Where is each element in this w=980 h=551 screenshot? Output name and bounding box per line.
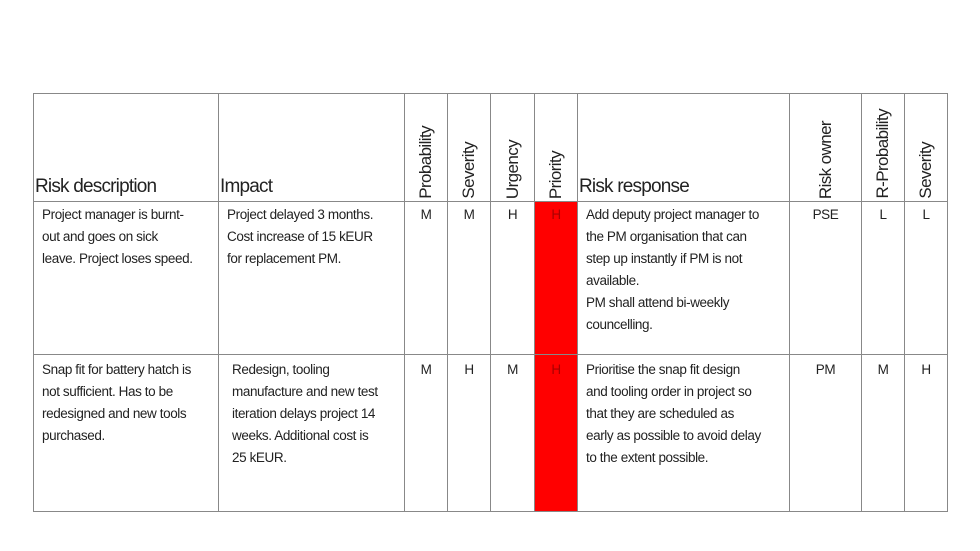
cell-text: Add deputy project manager to the PM org… (586, 207, 760, 332)
table-row: Project manager is burnt- out and goes o… (33, 201, 948, 355)
header-impact: Impact (218, 93, 405, 202)
cell-text: H (464, 362, 474, 377)
cell-r-probability: L (861, 201, 905, 355)
header-probability: Probability (404, 93, 448, 202)
header-r-severity: Severity (904, 93, 948, 202)
cell-response: Prioritise the snap fit design and tooli… (577, 354, 790, 512)
header-label: Impact (220, 176, 273, 197)
cell-probability: M (404, 354, 448, 512)
cell-text: Project manager is burnt- out and goes o… (42, 207, 193, 266)
cell-r-probability: M (861, 354, 905, 512)
cell-text: M (420, 207, 432, 222)
cell-owner: PM (789, 354, 862, 512)
cell-impact: Redesign, tooling manufacture and new te… (218, 354, 405, 512)
cell-urgency: H (490, 201, 535, 355)
cell-text: H (921, 362, 931, 377)
header-label: Priority (546, 150, 565, 199)
cell-priority: H (534, 201, 578, 355)
header-label: R-Probability (873, 109, 892, 199)
cell-response: Add deputy project manager to the PM org… (577, 201, 790, 355)
cell-text: L (922, 207, 930, 222)
header-label: Risk description (35, 176, 157, 197)
cell-text: H (551, 207, 561, 222)
cell-text: M (507, 362, 518, 377)
cell-text: PSE (812, 207, 839, 222)
cell-text: L (879, 207, 887, 222)
header-row: Risk description Impact Probability Seve… (33, 93, 948, 202)
cell-text: Snap fit for battery hatch is not suffic… (42, 362, 191, 443)
header-risk-response: Risk response (577, 93, 790, 202)
header-label: Probability (416, 126, 435, 199)
header-risk-description: Risk description (33, 93, 219, 202)
header-priority: Priority (534, 93, 578, 202)
cell-impact: Project delayed 3 months. Cost increase … (218, 201, 405, 355)
cell-severity: H (447, 354, 491, 512)
cell-text: M (877, 362, 889, 377)
cell-text: M (463, 207, 475, 222)
cell-probability: M (404, 201, 448, 355)
cell-text: H (551, 362, 561, 377)
header-severity: Severity (447, 93, 491, 202)
cell-text: Redesign, tooling manufacture and new te… (232, 362, 378, 465)
cell-urgency: M (490, 354, 535, 512)
header-risk-owner: Risk owner (789, 93, 862, 202)
cell-text: Prioritise the snap fit design and tooli… (586, 362, 761, 465)
table-row: Snap fit for battery hatch is not suffic… (33, 354, 948, 512)
header-label: Urgency (502, 139, 522, 199)
cell-description: Project manager is burnt- out and goes o… (33, 201, 219, 355)
header-r-probability: R-Probability (861, 93, 905, 202)
cell-r-severity: H (904, 354, 948, 512)
cell-priority: H (534, 354, 578, 512)
cell-text: M (420, 362, 432, 377)
header-label: Risk response (579, 176, 690, 197)
cell-description: Snap fit for battery hatch is not suffic… (33, 354, 219, 512)
header-label: Risk owner (815, 120, 835, 199)
cell-text: H (507, 207, 518, 222)
header-label: Severity (916, 142, 935, 199)
header-urgency: Urgency (490, 93, 535, 202)
cell-text: PM (815, 362, 836, 377)
risk-register-table: Risk description Impact Probability Seve… (33, 93, 948, 512)
cell-owner: PSE (789, 201, 862, 355)
cell-text: Project delayed 3 months. Cost increase … (227, 207, 374, 266)
header-label: Severity (459, 142, 478, 199)
cell-r-severity: L (904, 201, 948, 355)
cell-severity: M (447, 201, 491, 355)
